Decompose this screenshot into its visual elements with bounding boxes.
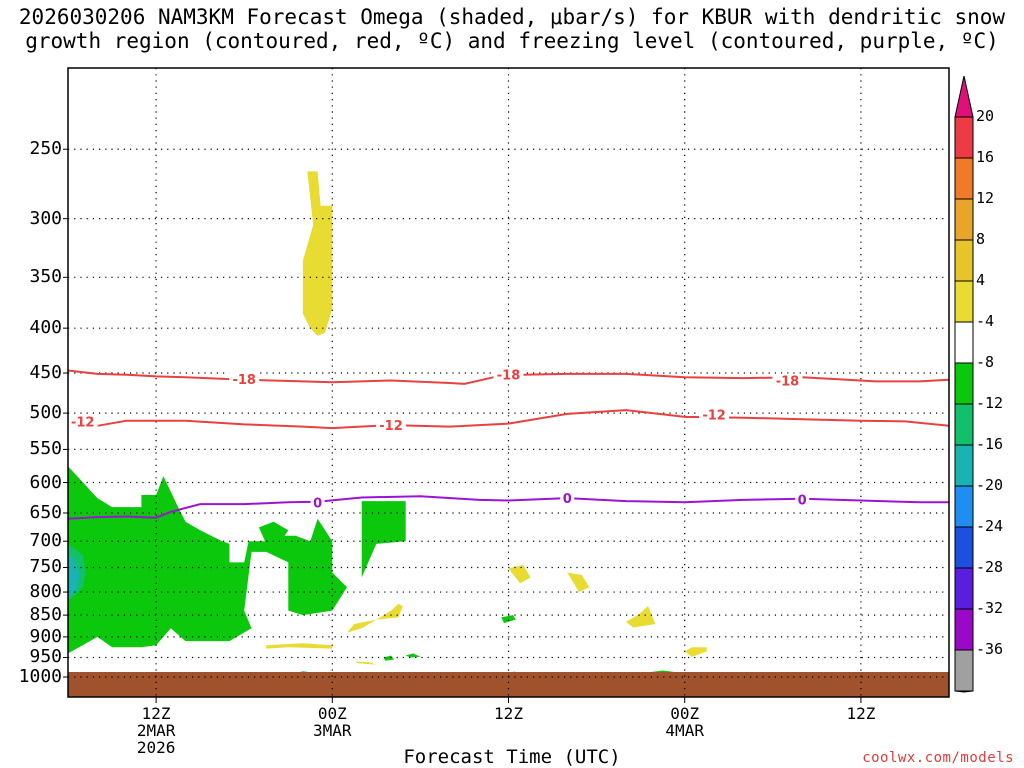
contour-label-2-0: 0 (313, 496, 322, 511)
colorbar-swatch-9 (954, 485, 974, 528)
y-tick-label: 800 (29, 581, 62, 603)
omega-region-12 (347, 603, 403, 633)
omega-region-11 (302, 171, 333, 336)
colorbar-swatch-6 (954, 362, 974, 405)
contour-label-2-2: 0 (798, 493, 807, 508)
colorbar-swatch-7 (954, 403, 974, 446)
y-tick-label: 300 (29, 207, 62, 229)
colorbar-label: -24 (976, 517, 1004, 535)
contour-label-bg-0-1 (493, 367, 524, 382)
contour-label-bg-2-0 (310, 495, 325, 510)
colorbar-label: -16 (976, 435, 1004, 453)
y-tick-label: 850 (29, 604, 62, 626)
colorbar-label: -12 (976, 394, 1004, 412)
omega-shading (68, 171, 707, 674)
omega-region-10 (648, 670, 678, 673)
y-tick-label: 950 (29, 646, 62, 668)
colorbar-swatch-3 (954, 239, 974, 282)
colorbar-label: -20 (976, 476, 1004, 494)
omega-region-17 (684, 647, 707, 657)
x-tick-label: 12Z 2MAR 2026 (136, 704, 176, 757)
colorbar-swatch-2 (954, 198, 974, 241)
contour-line-1 (67, 409, 950, 430)
plot-frame (67, 67, 950, 698)
chart-title-line-2: growth region (contoured, red, ºC) and f… (25, 29, 999, 53)
colorbar-swatch-11 (954, 567, 974, 610)
contour-label-bg-1-2 (699, 407, 730, 422)
colorbar-label: 12 (976, 189, 995, 207)
colorbar-label: 20 (976, 107, 995, 125)
omega-region-16 (626, 606, 656, 628)
contour-line-0 (67, 369, 950, 385)
y-tick-label: 500 (29, 402, 62, 424)
x-tick-label: 12Z (846, 704, 876, 723)
omega-region-5 (501, 615, 516, 624)
x-axis-title: Forecast Time (UTC) (403, 746, 621, 768)
x-tick-label: 00Z 4MAR (665, 704, 704, 740)
omega-region-7 (405, 653, 421, 658)
colorbar-label: 4 (976, 271, 986, 289)
contour-label-bg-0-0 (229, 371, 260, 386)
omega-region-4 (258, 521, 289, 544)
contour-label-bg-2-2 (795, 492, 810, 507)
omega-region-0 (68, 466, 347, 654)
contour-label-bg-2-1 (560, 491, 575, 506)
colorbar-swatch-8 (954, 444, 974, 487)
colorbar-top-arrow (954, 75, 974, 118)
y-tick-label: 400 (29, 317, 62, 339)
y-tick-label: 1000 (18, 666, 62, 687)
colorbar-label: -32 (976, 599, 1004, 617)
omega-region-2 (68, 551, 80, 600)
y-tick-label: 350 (29, 266, 62, 288)
y-tick-label: 250 (29, 138, 62, 160)
chart-title-line-1: 2026030206 NAM3KM Forecast Omega (shaded… (18, 5, 1006, 29)
y-tick-label: 700 (29, 530, 62, 552)
omega-region-15 (567, 572, 590, 592)
contour-label-0-1: -18 (497, 369, 521, 384)
colorbar-swatch-5 (954, 321, 974, 364)
x-tick-label: 00Z 3MAR (313, 704, 352, 740)
colorbar-swatch-0 (954, 116, 974, 159)
contour-line-2 (67, 495, 949, 520)
omega-region-13 (266, 643, 333, 649)
y-tick-label: 650 (29, 502, 62, 523)
contour-label-bg-1-0 (67, 414, 98, 429)
y-tick-label: 450 (29, 362, 62, 383)
omega-region-6 (383, 655, 394, 661)
contour-label-bg-0-2 (772, 373, 803, 388)
colorbar-swatch-13 (954, 649, 974, 692)
colorbar-swatch-4 (954, 280, 974, 323)
colorbar-swatch-12 (954, 608, 974, 651)
omega-region-18 (354, 661, 377, 665)
colorbar-label: -8 (976, 353, 995, 371)
y-tick-label: 750 (29, 556, 62, 578)
colorbar-label: -36 (976, 640, 1004, 658)
colorbar (954, 75, 974, 693)
contour-lines: -18 -18 -18 -12 -12 -12 0 0 0 (67, 367, 950, 520)
colorbar-swatch-10 (954, 526, 974, 569)
omega-region-3 (361, 501, 406, 578)
y-tick-label: 550 (29, 438, 62, 460)
contour-label-1-0: -12 (71, 415, 95, 430)
contour-label-0-2: -18 (776, 375, 800, 390)
contour-label-2-1: 0 (563, 492, 572, 507)
contour-label-1-1: -12 (379, 419, 403, 434)
contour-label-1-2: -12 (702, 409, 726, 424)
colorbar-swatch-1 (954, 157, 974, 200)
axis-ticks (63, 148, 862, 703)
y-tick-label: 600 (29, 471, 62, 493)
colorbar-bottom-arrow (954, 690, 974, 693)
colorbar-label: 8 (976, 230, 986, 248)
contour-label-0-0: -18 (232, 373, 256, 388)
omega-region-14 (508, 564, 531, 584)
y-tick-label: 900 (29, 625, 62, 647)
colorbar-label: -28 (976, 558, 1004, 576)
colorbar-label: -4 (976, 312, 995, 330)
colorbar-label: 16 (976, 148, 995, 166)
x-tick-label: 12Z (494, 704, 523, 723)
contour-label-bg-1-1 (376, 418, 407, 433)
credit-link[interactable]: coolwx.com/models (862, 750, 1014, 766)
